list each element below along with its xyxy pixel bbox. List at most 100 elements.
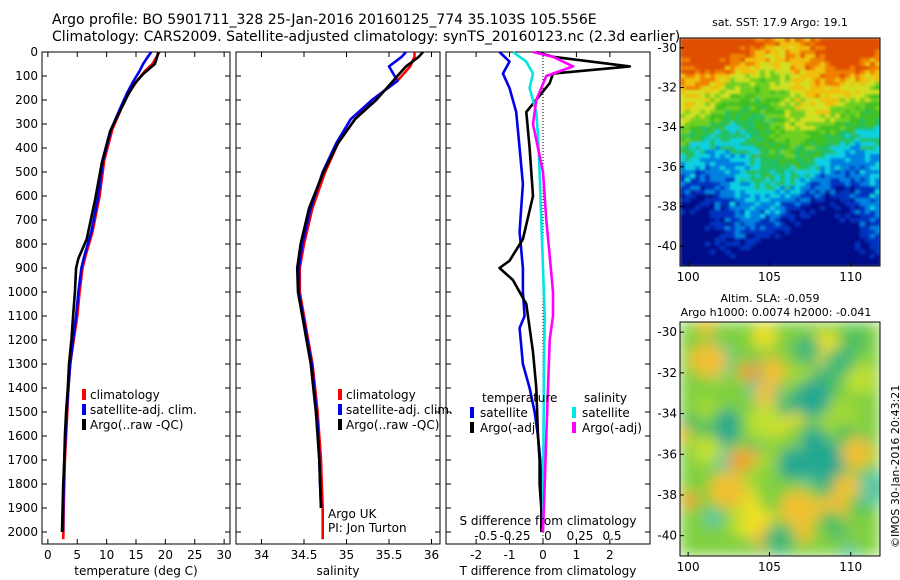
sst-cell	[720, 98, 726, 103]
sst-cell	[680, 242, 686, 247]
sst-cell	[830, 94, 836, 99]
sst-cell	[690, 162, 696, 167]
sst-cell	[715, 118, 721, 123]
sst-cell	[710, 250, 716, 255]
sst-cell	[830, 178, 836, 183]
sst-cell	[855, 230, 861, 235]
sst-cell	[740, 126, 746, 131]
sst-cell	[775, 154, 781, 159]
sst-cell	[680, 218, 686, 223]
sst-cell	[720, 214, 726, 219]
sst-cell	[775, 250, 781, 255]
sst-cell	[785, 62, 791, 67]
sst-cell	[800, 170, 806, 175]
sst-cell	[815, 238, 821, 243]
sst-cell	[705, 174, 711, 179]
sst-cell	[825, 106, 831, 111]
sst-cell	[860, 206, 866, 211]
sst-cell	[860, 162, 866, 167]
sst-cell	[840, 102, 846, 107]
sst-cell	[835, 126, 841, 131]
sst-cell	[790, 222, 796, 227]
sst-cell	[755, 114, 761, 119]
sst-cell	[710, 102, 716, 107]
sst-cell	[680, 82, 686, 87]
sst-cell	[775, 162, 781, 167]
sst-cell	[730, 218, 736, 223]
difference-xlabel: T difference from climatology	[459, 564, 637, 578]
sst-cell	[780, 146, 786, 151]
sst-cell	[825, 222, 831, 227]
sst-cell	[870, 210, 876, 215]
sst-cell	[755, 182, 761, 187]
sst-cell	[875, 206, 880, 211]
sst-cell	[760, 206, 766, 211]
sst-cell	[830, 46, 836, 51]
sst-cell	[700, 218, 706, 223]
sst-cell	[780, 94, 786, 99]
sst-cell	[870, 154, 876, 159]
sst-cell	[740, 58, 746, 63]
sst-cell	[815, 102, 821, 107]
sst-cell	[680, 190, 686, 195]
sst-cell	[875, 74, 880, 79]
sst-cell	[685, 86, 691, 91]
sst-cell	[750, 138, 756, 143]
sst-cell	[875, 86, 880, 91]
sst-cell	[870, 234, 876, 239]
sst-cell	[695, 250, 701, 255]
y-tick-label: 300	[15, 117, 38, 131]
sst-cell	[860, 190, 866, 195]
sst-cell	[765, 202, 771, 207]
sst-cell	[785, 186, 791, 191]
sst-cell	[775, 258, 781, 263]
sst-cell	[810, 66, 816, 71]
sst-cell	[810, 90, 816, 95]
sst-cell	[795, 82, 801, 87]
sst-cell	[785, 202, 791, 207]
sst-cell	[835, 170, 841, 175]
sst-cell	[785, 38, 791, 43]
sst-cell	[845, 154, 851, 159]
sst-cell	[875, 82, 880, 87]
sst-cell	[730, 162, 736, 167]
sst-cell	[795, 178, 801, 183]
legend-label: Argo(..raw -QC)	[90, 418, 183, 432]
sst-cell	[850, 118, 856, 123]
sst-cell	[715, 186, 721, 191]
sst-cell	[875, 94, 880, 99]
sst-cell	[870, 62, 876, 67]
sst-cell	[860, 78, 866, 83]
sst-cell	[815, 174, 821, 179]
sst-cell	[825, 98, 831, 103]
sst-cell	[705, 134, 711, 139]
sst-cell	[695, 194, 701, 199]
sst-cell	[805, 194, 811, 199]
sst-cell	[770, 62, 776, 67]
sst-cell	[715, 198, 721, 203]
sst-cell	[750, 186, 756, 191]
sst-cell	[860, 54, 866, 59]
sst-cell	[845, 210, 851, 215]
sst-cell	[875, 62, 880, 67]
sst-cell	[820, 70, 826, 75]
sst-cell	[780, 50, 786, 55]
sst-cell	[745, 202, 751, 207]
sst-cell	[820, 62, 826, 67]
sst-cell	[825, 186, 831, 191]
sst-cell	[835, 182, 841, 187]
sst-cell	[765, 38, 771, 43]
sst-cell	[805, 178, 811, 183]
sst-cell	[680, 146, 686, 151]
sst-cell	[850, 54, 856, 59]
sst-cell	[685, 182, 691, 187]
sla-blob	[728, 448, 752, 472]
sst-cell	[775, 170, 781, 175]
sst-cell	[740, 250, 746, 255]
sst-cell	[755, 246, 761, 251]
sst-cell	[725, 74, 731, 79]
sst-cell	[825, 46, 831, 51]
sst-cell	[730, 214, 736, 219]
sla-blob	[693, 396, 719, 421]
sst-cell	[835, 254, 841, 259]
